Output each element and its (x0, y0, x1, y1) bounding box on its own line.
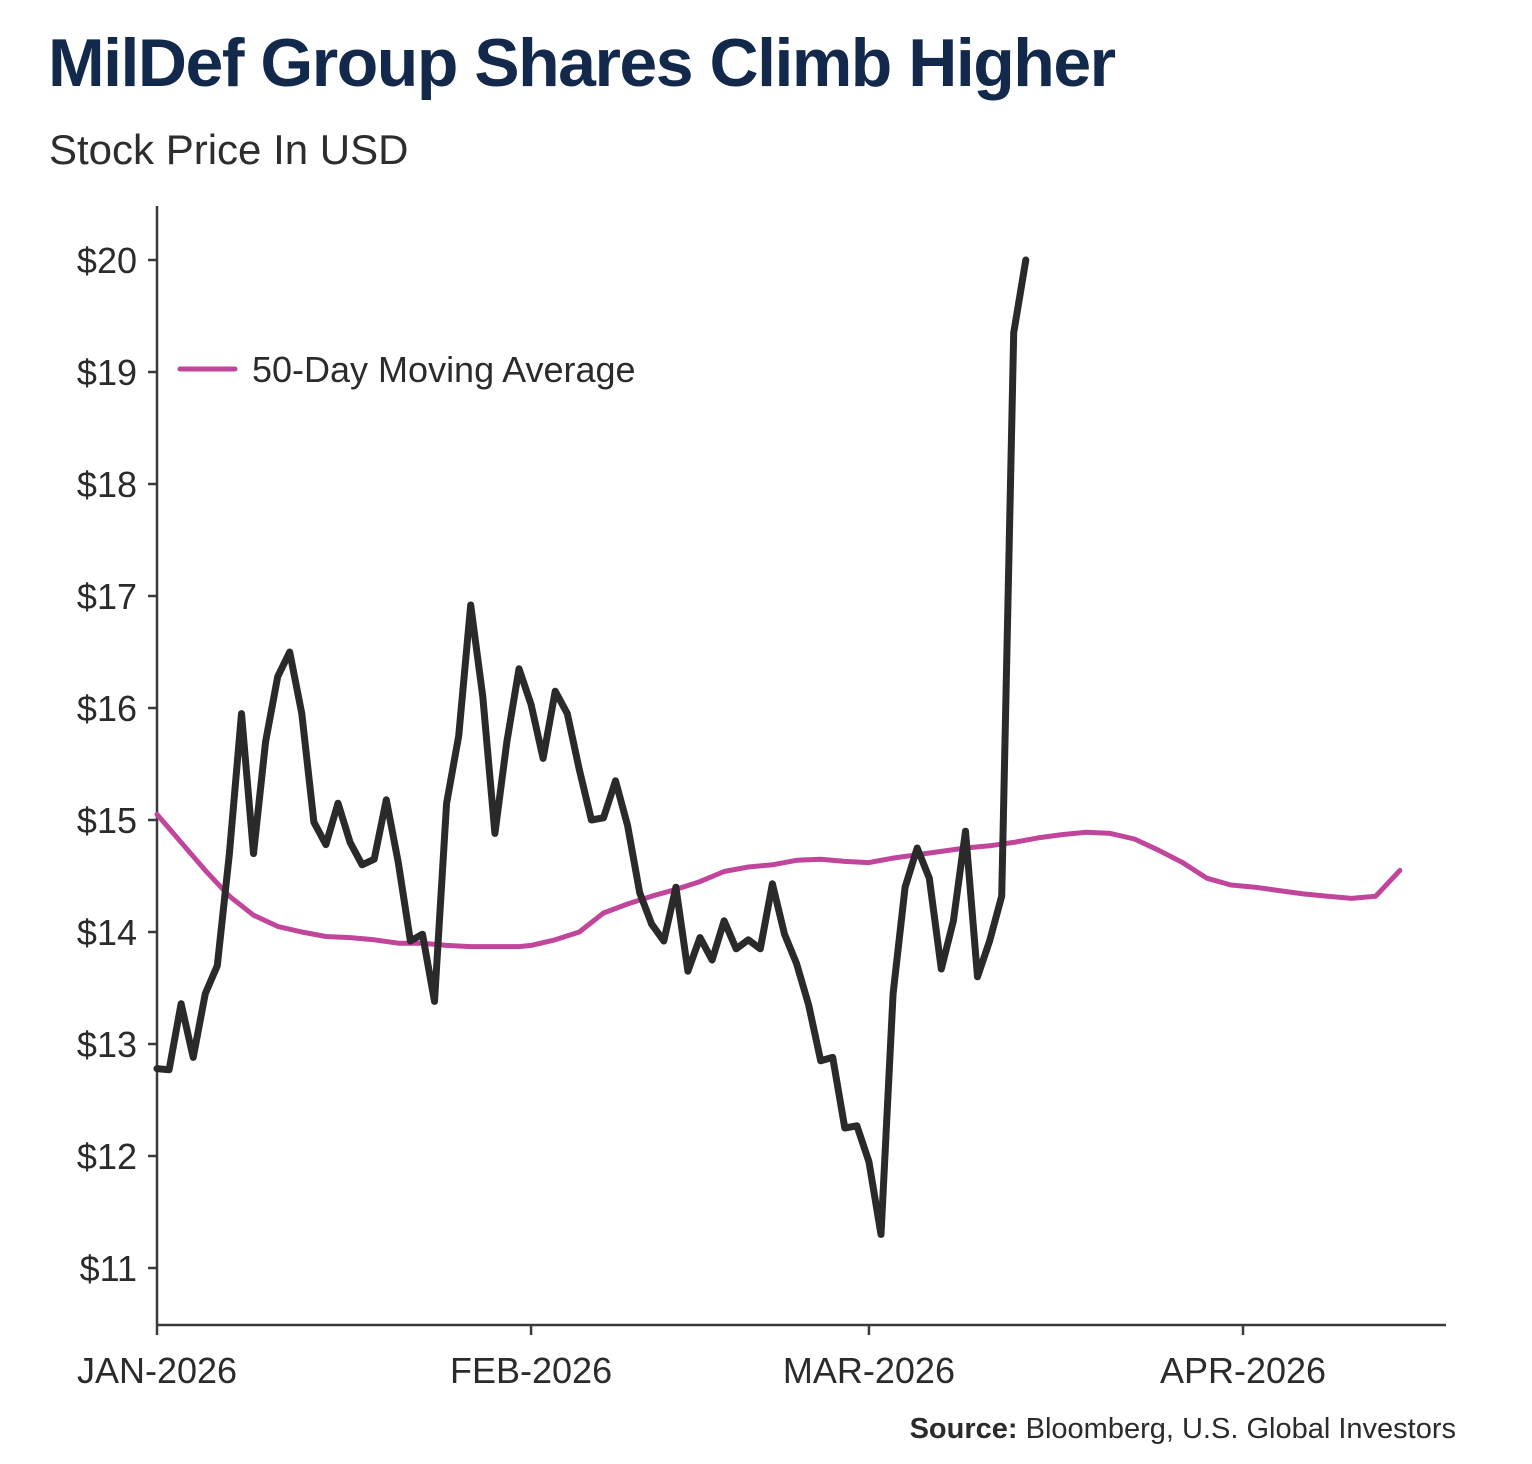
price-series-line (153, 256, 1030, 1238)
y-tick-label: $14 (77, 912, 137, 953)
source-note: Source: Bloomberg, U.S. Global Investors (910, 1413, 1456, 1446)
chart-axes (155, 206, 1446, 1327)
x-tick-label: FEB-2026 (450, 1350, 612, 1391)
chart-subtitle: Stock Price In USD (49, 126, 409, 173)
moving-average-series-line (154, 811, 1403, 950)
x-tick-label: JAN-2026 (77, 1350, 237, 1391)
y-tick-label: $20 (77, 240, 137, 281)
y-tick-label: $19 (77, 352, 137, 393)
legend-label-moving-average: 50-Day Moving Average (252, 349, 636, 390)
y-tick-label: $12 (77, 1136, 137, 1177)
y-tick-label: $18 (77, 464, 137, 505)
y-tick-label: $16 (77, 688, 137, 729)
chart-legend: 50-Day Moving Average (177, 349, 636, 390)
y-tick-label: $15 (77, 800, 137, 841)
series-layer (153, 256, 1403, 1238)
source-text: Bloomberg, U.S. Global Investors (1017, 1413, 1456, 1445)
y-axis-ticks: $11 $12 $13 $14 $15 $16 $17 $18 $19 $20 (77, 240, 157, 1289)
y-tick-label: $13 (77, 1024, 137, 1065)
y-tick-label: $17 (77, 576, 137, 617)
x-tick-label: MAR-2026 (783, 1350, 955, 1391)
y-tick-label: $11 (80, 1248, 137, 1289)
source-label: Source: (909, 1413, 1018, 1445)
chart-title: MilDef Group Shares Climb Higher (48, 25, 1116, 101)
x-tick-label: APR-2026 (1160, 1350, 1326, 1391)
x-axis-ticks: JAN-2026 FEB-2026 MAR-2026 APR-2026 (77, 1325, 1326, 1391)
